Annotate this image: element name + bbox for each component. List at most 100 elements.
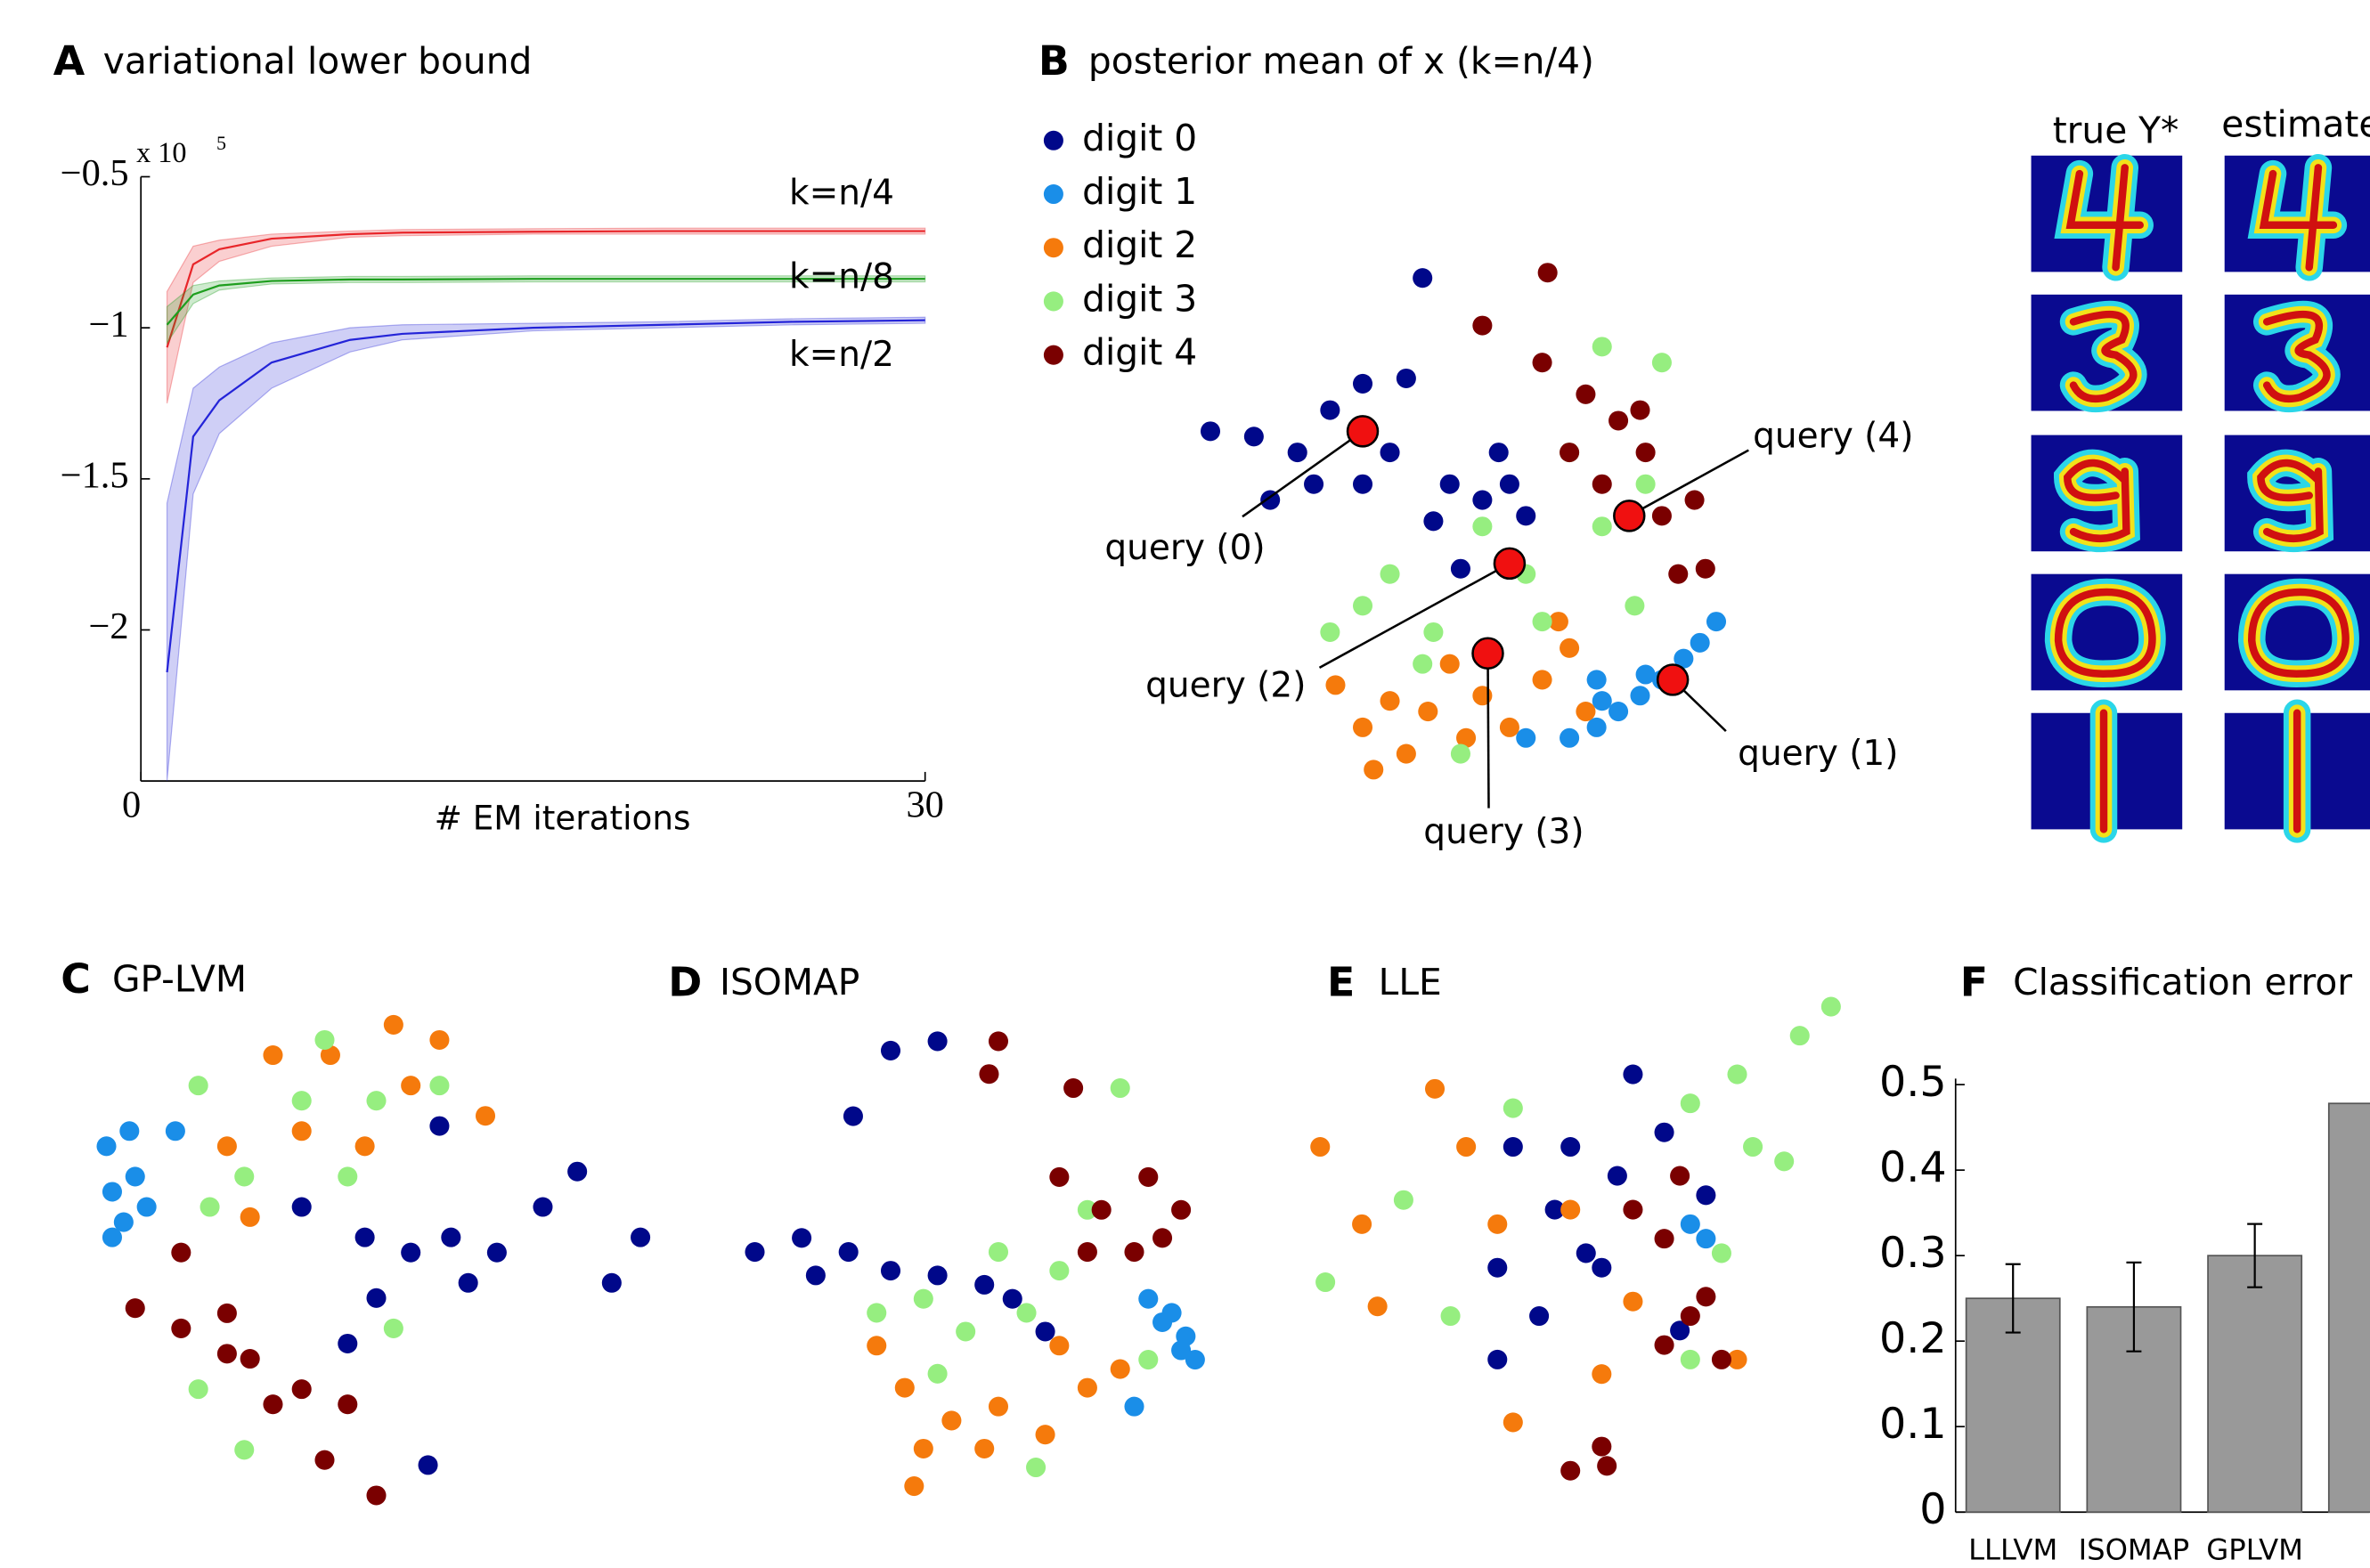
- y-tick-label: 0.4: [1879, 1143, 1947, 1192]
- scatter-point: [1138, 1289, 1158, 1309]
- scatter-point: [1655, 1336, 1674, 1355]
- scatter-point: [867, 1336, 886, 1355]
- scatter-point: [240, 1207, 260, 1227]
- scatter-point: [1503, 1099, 1523, 1118]
- scatter-point: [314, 1030, 334, 1050]
- scatter-point: [1670, 1166, 1690, 1186]
- scatter-point: [1592, 1364, 1611, 1384]
- scatter-point: [1529, 1306, 1549, 1326]
- scatter-point: [1516, 506, 1535, 525]
- scatter-point: [1623, 1065, 1642, 1085]
- scatter-point: [1063, 1078, 1083, 1098]
- image-column-label: true Y*: [2053, 109, 2179, 151]
- scatter-point: [1576, 1243, 1596, 1263]
- scatter-point: [1353, 374, 1372, 394]
- digit-image: [2225, 295, 2370, 411]
- digit-image: [2032, 713, 2183, 830]
- query-point: [1494, 548, 1525, 579]
- scatter-point: [459, 1273, 478, 1293]
- y-tick-label: −1: [88, 304, 128, 345]
- legend-marker: [1044, 345, 1063, 365]
- panel-letter: D: [668, 958, 702, 1006]
- scatter-point: [1609, 410, 1628, 430]
- scatter-point: [1652, 506, 1672, 525]
- scatter-point: [1727, 1065, 1747, 1085]
- y-multiplier: x 10: [136, 136, 186, 168]
- x-tick-label: LLLVM: [1968, 1532, 2057, 1566]
- scatter-point: [419, 1455, 438, 1475]
- scatter-point: [366, 1091, 386, 1110]
- scatter-point: [1655, 1123, 1674, 1142]
- scatter-point: [956, 1321, 975, 1341]
- x-tick-label: 30: [906, 784, 943, 825]
- scatter-point: [1636, 443, 1656, 462]
- scatter-point: [1320, 401, 1340, 420]
- scatter-point: [1138, 1167, 1158, 1187]
- panel-letter: A: [53, 37, 86, 85]
- scatter-point: [1489, 443, 1509, 462]
- query-point: [1473, 638, 1503, 669]
- scatter-point: [1592, 337, 1612, 356]
- scatter-point: [1576, 385, 1595, 404]
- y-tick-label: −0.5: [61, 152, 129, 194]
- digit-image: [2032, 156, 2183, 272]
- scatter-point: [1592, 691, 1612, 711]
- digit-images: [2032, 156, 2370, 830]
- scatter-point: [1636, 664, 1656, 684]
- scatter-point: [1652, 353, 1672, 372]
- y-tick-label: −1.5: [61, 455, 129, 497]
- scatter-point: [567, 1162, 587, 1182]
- legend-label: digit 4: [1082, 331, 1197, 374]
- scatter-point: [429, 1117, 449, 1136]
- x-axis-label: # EM iterations: [435, 799, 691, 838]
- image-column-label: estimate: [2221, 103, 2370, 146]
- scatter-point: [217, 1136, 237, 1156]
- scatter-point: [792, 1228, 811, 1247]
- scatter-point: [1026, 1458, 1046, 1477]
- legend-marker: [1044, 131, 1063, 150]
- scatter-point: [881, 1041, 900, 1060]
- scatter-point: [171, 1319, 191, 1338]
- scatter-point: [217, 1344, 237, 1363]
- scatter-point: [292, 1379, 312, 1399]
- scatter-point: [1681, 1093, 1700, 1113]
- scatter-point: [102, 1182, 122, 1201]
- scatter-point: [1364, 760, 1383, 779]
- scatter-point: [487, 1243, 507, 1263]
- scatter-point: [1413, 268, 1432, 288]
- scatter-point: [1152, 1312, 1172, 1332]
- scatter-point: [1111, 1078, 1130, 1098]
- scatter-point: [240, 1349, 260, 1369]
- scatter-point: [1036, 1321, 1055, 1341]
- scatter-point: [1655, 1229, 1674, 1248]
- scatter-point: [941, 1410, 961, 1430]
- scatter-point: [631, 1228, 650, 1247]
- digit-image: [2032, 435, 2183, 552]
- scatter-point: [1472, 516, 1492, 536]
- figure: true Y* estimate Avariational lower boun…: [0, 0, 2370, 1568]
- scatter-point: [928, 1031, 948, 1051]
- legend-marker: [1044, 291, 1063, 311]
- scatter-point: [1696, 1287, 1715, 1306]
- series-label: k=n/8: [789, 257, 894, 297]
- digit-image: [2032, 295, 2183, 411]
- series-label: k=n/4: [789, 173, 894, 213]
- scatter-point: [1304, 475, 1323, 494]
- scatter-point: [1380, 691, 1400, 711]
- scatter-point: [338, 1166, 357, 1186]
- scatter-point: [1623, 1200, 1642, 1220]
- scatter-point: [1124, 1397, 1144, 1417]
- scatter-point: [1352, 1215, 1372, 1234]
- scatter-point: [1597, 1456, 1617, 1475]
- scatter-point: [1503, 1412, 1523, 1432]
- y-tick-label: 0: [1919, 1485, 1946, 1534]
- scatter-point: [867, 1303, 886, 1322]
- scatter-point: [1397, 744, 1416, 764]
- scatter-point: [1696, 1229, 1715, 1248]
- scatter-point: [1397, 369, 1416, 388]
- scatter-point: [401, 1243, 420, 1263]
- scatter-point: [839, 1242, 859, 1262]
- scatter-point: [881, 1261, 900, 1280]
- scatter-point: [126, 1166, 145, 1186]
- scatter-point: [745, 1242, 764, 1262]
